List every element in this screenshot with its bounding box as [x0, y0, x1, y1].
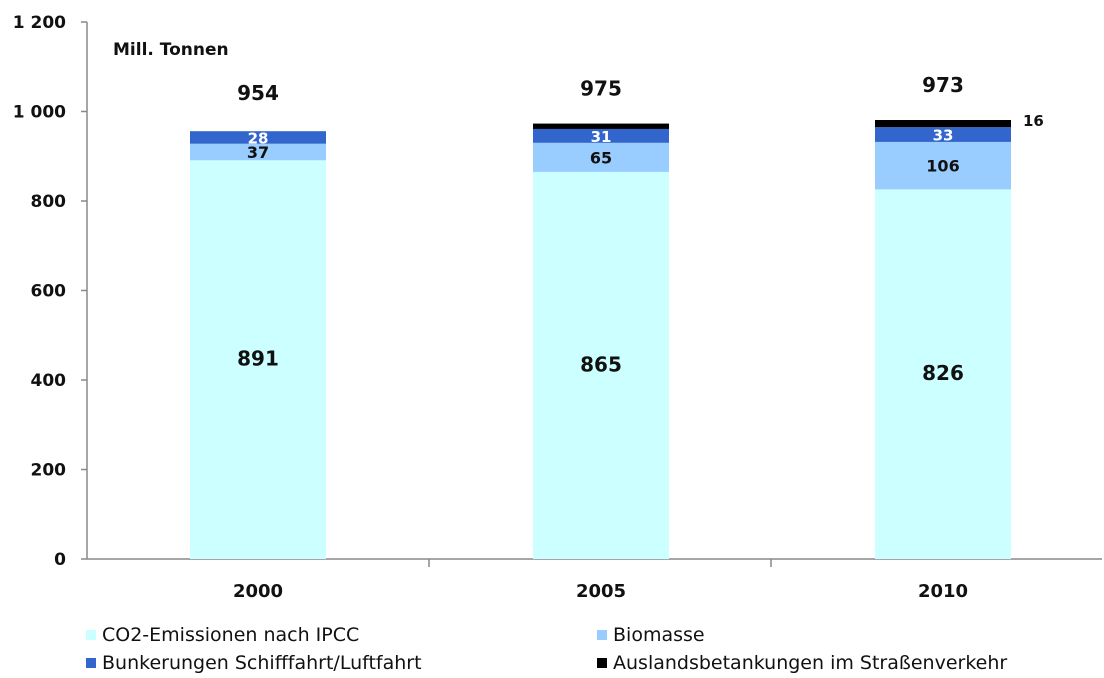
- stacked-bar-chart: 0 200 400 600 800 1 000 1 200 2000 2005 2010 Mil…: [13, 13, 1102, 602]
- data-label: 106: [926, 157, 959, 176]
- data-label: 826: [922, 361, 964, 385]
- legend-swatch-co2: [86, 630, 96, 640]
- legend-item-auslandsbetankungen: Auslandsbetankungen im Straßenverkehr: [597, 652, 1007, 674]
- legend-swatch-biomasse: [597, 630, 607, 640]
- bar-segment-biomasse: [875, 141, 1011, 190]
- bar-segment-auslandsbetankungen: [533, 123, 669, 129]
- legend-item-bunkerungen: Bunkerungen Schifffahrt/Luftfahrt: [86, 652, 422, 674]
- y-axis-ticks: 0 200 400 600 800 1 000 1 200: [13, 13, 87, 570]
- bars: [190, 120, 1011, 560]
- bar-segment-biomasse: [533, 142, 669, 172]
- legend-swatch-bunkerungen: [86, 658, 96, 668]
- total-label: 975: [580, 77, 622, 101]
- bar-segment-bunkerungen: [190, 131, 326, 144]
- data-label: 33: [933, 127, 954, 145]
- total-label: 954: [237, 81, 279, 105]
- legend-swatch-auslandsbetankungen: [597, 658, 607, 668]
- x-tick-label: 2000: [233, 581, 283, 602]
- bar-segment-auslandsbetankungen: [875, 120, 1011, 128]
- data-label: 16: [1023, 112, 1044, 130]
- x-tick-label: 2010: [918, 581, 968, 602]
- y-tick-label: 400: [31, 371, 67, 391]
- y-unit-label: Mill. Tonnen: [113, 40, 229, 60]
- bar-segment-bunkerungen: [875, 127, 1011, 142]
- data-label: 37: [247, 143, 269, 162]
- bar-segment-bunkerungen: [533, 128, 669, 143]
- total-label: 973: [922, 73, 964, 97]
- data-label: 865: [580, 352, 622, 376]
- x-axis-ticks: 2000 2005 2010: [233, 559, 968, 602]
- y-tick-label: 200: [31, 461, 67, 481]
- data-label: 891: [237, 347, 279, 371]
- bar-segment-co2: [875, 189, 1011, 560]
- bar-segment-biomasse: [190, 143, 326, 161]
- y-tick-label: 1 000: [13, 103, 66, 123]
- legend-item-co2: CO2-Emissionen nach IPCC: [86, 624, 359, 646]
- legend-label-biomasse: Biomasse: [613, 624, 705, 646]
- bar-segment-co2: [190, 160, 326, 559]
- x-tick-label: 2005: [576, 581, 626, 602]
- y-tick-label: 600: [31, 282, 67, 302]
- data-label: 28: [248, 129, 269, 147]
- legend-label-bunkerungen: Bunkerungen Schifffahrt/Luftfahrt: [102, 652, 422, 674]
- y-tick-label: 0: [54, 550, 66, 570]
- legend-label-auslandsbetankungen: Auslandsbetankungen im Straßenverkehr: [613, 652, 1008, 674]
- data-label: 65: [590, 148, 612, 167]
- legend-item-biomasse: Biomasse: [597, 624, 705, 646]
- legend-label-co2: CO2-Emissionen nach IPCC: [102, 624, 360, 646]
- bar-segment-co2: [533, 171, 669, 559]
- y-tick-label: 1 200: [13, 13, 66, 33]
- data-label: 31: [591, 128, 612, 146]
- y-tick-label: 800: [31, 192, 67, 212]
